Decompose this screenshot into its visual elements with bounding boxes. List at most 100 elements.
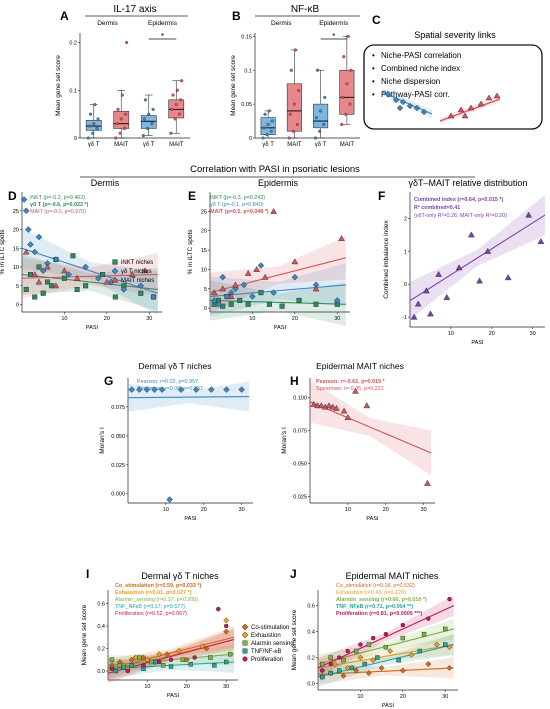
data-point <box>208 655 213 660</box>
data-point <box>310 400 318 407</box>
section-title: Correlation with PASI in psoriatic lesio… <box>190 164 360 175</box>
x-tick-label: MAIT <box>114 142 129 148</box>
box-iqr <box>85 120 102 131</box>
panel-b-plot: 0 0.05 0.1 0.15 Mean gene set score γδ T MAIT γ… <box>230 20 360 148</box>
panel-letter-e: E <box>188 189 196 203</box>
data-point <box>332 661 338 667</box>
box-point <box>180 79 184 83</box>
x-tick-label: γδ T <box>262 142 274 148</box>
data-point <box>337 655 342 660</box>
panel-j-title: Epidermal MAIT niches <box>346 571 439 581</box>
stat-line: R² combined=0.41 <box>414 205 460 211</box>
data-point <box>296 297 302 303</box>
box-point <box>87 124 91 128</box>
data-point <box>23 287 29 293</box>
data-point <box>120 286 128 293</box>
data-point <box>215 300 222 308</box>
data-point <box>363 402 371 409</box>
data-point <box>410 313 418 320</box>
y-tick-label: 15 <box>201 248 207 254</box>
data-point <box>334 297 341 304</box>
panel-c-bullet-mark: • <box>372 90 375 99</box>
data-point <box>82 263 89 271</box>
y-tick-label: 2 <box>404 216 407 222</box>
data-point <box>425 661 432 667</box>
box-point <box>348 102 352 106</box>
data-point <box>396 657 401 663</box>
data-point <box>344 665 351 671</box>
y-tick-label: 0.025 <box>111 463 125 469</box>
panel-c-bullet-mark: • <box>372 51 375 60</box>
data-point <box>400 635 406 641</box>
box-point <box>261 136 265 140</box>
data-point <box>136 386 143 393</box>
stat-line: iNKT (p=-0.3, p=0.243) <box>210 195 265 201</box>
fit-line <box>317 644 454 669</box>
data-point <box>137 655 142 660</box>
box-point <box>288 112 292 116</box>
panel-letter-g: G <box>104 374 113 388</box>
box-point <box>143 98 148 102</box>
x-tick-label: γδ T <box>88 142 100 148</box>
box-point <box>265 133 269 137</box>
y-tick-label: 1 <box>404 249 407 255</box>
data-point <box>35 233 43 241</box>
data-point <box>333 404 340 411</box>
confidence-band <box>210 263 346 317</box>
data-point <box>291 273 299 281</box>
x-tick-label: 30 <box>334 316 340 322</box>
y-tick-label: 0.050 <box>293 462 307 468</box>
data-point <box>103 278 111 285</box>
x-axis-label: PASI <box>167 693 180 699</box>
data-point <box>177 386 185 393</box>
y-axis-label: % in iLTC spots <box>0 229 6 275</box>
data-point <box>387 648 394 654</box>
data-point <box>320 661 325 667</box>
box-point <box>147 112 151 116</box>
group-label: Epidermis <box>148 20 178 27</box>
y-axis-label: Mean gene set score <box>230 55 237 116</box>
data-point <box>476 277 483 284</box>
box-point <box>269 129 273 133</box>
data-point <box>25 226 32 233</box>
data-point <box>370 657 377 664</box>
box-point <box>115 122 119 126</box>
x-tick-label: 20 <box>292 316 298 322</box>
y-tick-label: 0.05 <box>241 102 252 108</box>
data-point <box>266 301 272 307</box>
box-point <box>270 119 274 123</box>
y-axis-label: Mean gene set score <box>291 609 298 670</box>
data-point <box>61 267 68 274</box>
data-point <box>258 290 264 296</box>
data-point <box>227 293 235 300</box>
data-point <box>128 271 136 277</box>
box-point <box>179 98 183 102</box>
data-point <box>435 270 442 277</box>
box-point <box>142 117 146 121</box>
y-tick-label: 0.2 <box>307 656 315 662</box>
stat-line: TNF_NFκB (r=0.71, p=0.004 **) <box>336 604 413 610</box>
legend-marker <box>242 648 248 654</box>
data-point <box>414 300 422 307</box>
data-point <box>427 310 434 317</box>
data-point <box>166 496 173 503</box>
data-point <box>95 274 102 282</box>
box-point <box>92 122 96 126</box>
y-tick-label: 0.075 <box>111 405 125 411</box>
data-point <box>125 668 130 674</box>
data-point <box>210 289 218 296</box>
data-point <box>31 248 39 256</box>
data-point <box>279 303 285 309</box>
stat-line: Proliferation (r=0.81, p=0.0005 ***) <box>336 611 422 617</box>
panel-d-title: Dermis <box>91 178 120 188</box>
box-iqr <box>140 115 157 129</box>
fit-line <box>409 214 546 302</box>
data-point <box>199 643 206 650</box>
data-point <box>227 651 233 657</box>
box-point <box>175 88 179 92</box>
data-point <box>149 659 154 665</box>
fit-line <box>21 273 158 291</box>
stat-line: Spearman: r=-0.35, p=0.222 <box>316 386 384 392</box>
fit-line <box>317 667 454 675</box>
data-point <box>208 386 215 393</box>
